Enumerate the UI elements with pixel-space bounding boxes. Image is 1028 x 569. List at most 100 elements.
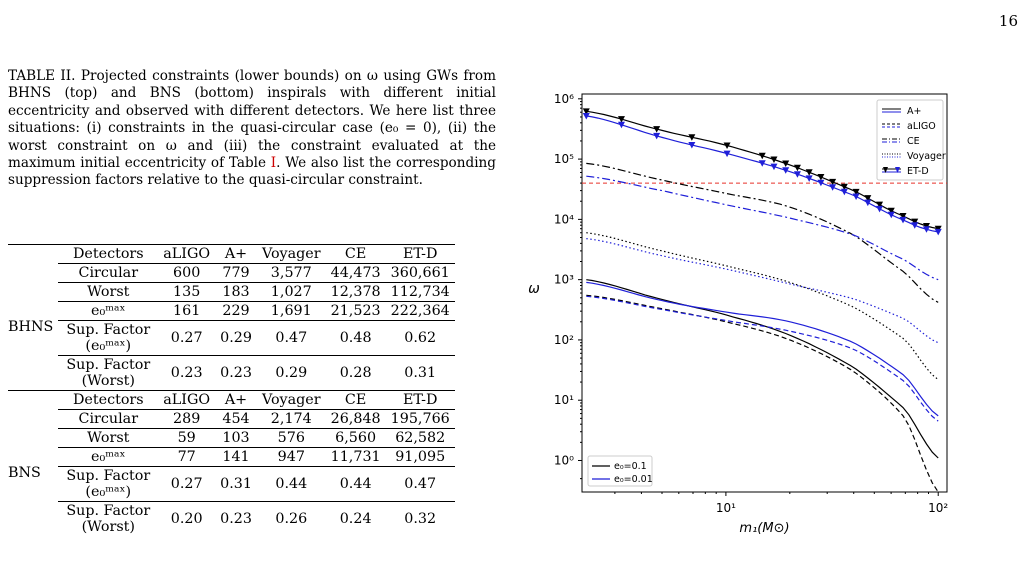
row-label: Sup. Factor (Worst) [58,355,159,391]
table-cell: 0.31 [385,355,455,391]
legend-marker [883,167,888,173]
table-cell: 289 [158,409,216,429]
header-cell: CE [325,390,386,410]
header-cell: Detectors [58,244,159,264]
table-ref-link[interactable]: I [270,155,277,172]
x-axis-label: m₁(M⊙) [739,521,789,536]
table-cell: 77 [158,447,216,467]
series-marker [617,121,625,129]
table-row: Sup. Factor (Worst) 0.23 0.23 0.29 0.28 0.31 [8,355,455,391]
series-marker [688,134,696,141]
row-label: Sup. Factor (e₀ᵐᵃˣ) [58,466,159,502]
series-marker [887,211,895,219]
series-marker [782,167,790,174]
y-tick-label: 10⁰ [554,453,574,467]
table-cell: 195,766 [385,409,455,429]
series-marker [723,142,731,150]
table-cell: 112,734 [385,282,455,302]
table-header-row: Detectors aLIGO A+ Voyager CE ET-D [8,244,455,264]
caption-tail: . We also list the corresponding suppres… [8,155,496,189]
omega-vs-mass-chart: 10⁰ 10¹ 10² 10³ 10⁴ 10⁵ 10⁶ 10¹ 10² m₁(M⊙) ω A+ aLIG… [516,86,956,540]
series-marker [829,178,837,186]
legend-label: A+ [907,106,921,117]
table-cell: 222,364 [385,301,455,321]
series-marker [758,152,766,160]
series-marker [876,201,884,209]
table-cell: 576 [256,428,326,448]
header-cell: Voyager [256,244,326,264]
row-label: e₀ᵐᵃˣ [58,301,159,321]
table-cell: 229 [215,301,257,321]
table-row: Worst 135 183 1,027 12,378 112,734 [8,282,455,302]
chart-svg: 10⁰ 10¹ 10² 10³ 10⁴ 10⁵ 10⁶ 10¹ 10² m₁(M⊙) ω A+ aLIG… [528,92,948,536]
series-marker [899,213,907,220]
series-marker [864,199,872,207]
table-cell: 1,691 [256,301,326,321]
table-cell: 779 [215,263,257,283]
x-tick-label: 10¹ [716,501,736,515]
table-cell: 161 [158,301,216,321]
table-cell: 11,731 [325,447,386,467]
group-spacer [8,244,59,264]
table-cell: 0.44 [325,466,386,502]
legend-label: ET-D [907,166,929,177]
table-cell: 1,027 [256,282,326,302]
series-marker [793,164,801,172]
series-marker [899,216,907,224]
table-cell: 0.44 [256,466,326,502]
table-row: BHNS Circular 600 779 3,577 44,473 360,661 [8,263,455,335]
row-label: Worst [58,428,159,448]
table-cell: 0.31 [215,466,257,502]
table-cell: 0.48 [325,320,386,356]
table-cell: 0.24 [325,501,386,536]
table-cell: 3,577 [256,263,326,283]
series-marker [782,160,790,167]
y-tick-label: 10⁵ [554,152,574,166]
y-tick-label: 10⁶ [554,92,574,106]
table-row: e₀ᵐᵃˣ 161 229 1,691 21,523 222,364 [8,301,455,321]
caption-text: TABLE II. Projected constraints (lower b… [8,68,496,172]
table-row: Sup. Factor (e₀ᵐᵃˣ) 0.27 0.29 0.47 0.48 0.62 [8,320,455,356]
legend-label: e₀=0.01 [614,474,653,485]
table-cell: 0.62 [385,320,455,356]
table-cell: 0.32 [385,501,455,536]
table-cell: 141 [215,447,257,467]
table-cell: 360,661 [385,263,455,283]
header-cell: ET-D [385,390,455,410]
series-marker [688,141,696,149]
constraints-table: Detectors aLIGO A+ Voyager CE ET-D BHNS Circula… [8,244,455,536]
series-line [586,232,939,381]
table-cell: 0.23 [158,355,216,391]
series-line [586,279,939,459]
y-axis-label: ω [528,281,540,297]
table-cell: 0.20 [158,501,216,536]
series-marker [770,163,778,171]
table-cell: 454 [215,409,257,429]
series-marker [617,116,625,123]
y-tick-label: 10² [554,333,574,347]
page-number: 16 [998,12,1018,30]
table-cell: 0.23 [215,355,257,391]
row-label: e₀ᵐᵃˣ [58,447,159,467]
table-header-row: Detectors aLIGO A+ Voyager CE ET-D [8,390,455,410]
header-cell: A+ [215,390,257,410]
series-line [586,294,939,493]
y-tick-label: 10⁴ [554,212,574,226]
table-cell: 59 [158,428,216,448]
table-cell: 183 [215,282,257,302]
legend-label: e₀=0.1 [614,461,647,472]
table-cell: 0.28 [325,355,386,391]
table-cell: 26,848 [325,409,386,429]
series-marker [805,169,813,176]
series-marker [582,108,590,115]
table-cell: 62,582 [385,428,455,448]
series-line [586,175,939,281]
series-marker [817,179,825,187]
table-cell: 0.29 [215,320,257,356]
table-row: Worst 59 103 576 6,560 62,582 [8,428,455,448]
group-label: BNS [8,464,41,481]
series-line [586,295,939,422]
legend-label: CE [907,136,920,147]
row-label: Circular [58,263,159,283]
table-cell: 0.29 [256,355,326,391]
